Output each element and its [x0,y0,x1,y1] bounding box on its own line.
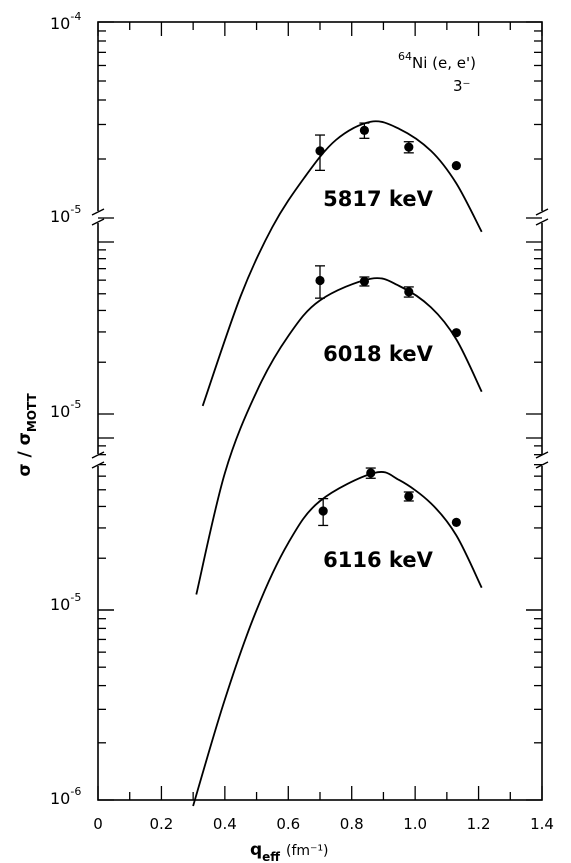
curve-label-2: 6116 keV [323,548,433,572]
chart-subtitle: 3⁻ [453,77,470,95]
data-points [315,122,461,527]
title-main-text: Ni (e, e') [412,54,476,72]
x-tick-labels: 0 0.2 0.4 0.6 0.8 1.0 1.2 1.4 [93,815,554,833]
y-tick-base: 10 [50,14,70,33]
data-point [359,125,369,135]
axis-break-gap [92,211,104,223]
data-point [315,275,325,286]
fit-curve-2 [192,471,483,807]
curve-label-1: 6018 keV [323,342,433,366]
data-point [451,161,461,171]
y-tick-exponent: -5 [70,398,81,411]
curve-labels: 5817 keV 6018 keV 6116 keV [323,187,433,572]
y-tick-exponent: -6 [70,785,81,798]
chart-title: 64Ni (e, e') [398,50,476,72]
data-point [359,276,369,286]
data-point [404,287,414,297]
y-tick-base: 10 [50,207,70,226]
y-axis-label-main: σ / σ [15,432,35,477]
y-axis-label: σ / σMOTT [15,393,39,477]
x-tick-label: 0.6 [276,815,300,833]
data-point [451,517,461,527]
y-tick-base: 10 [50,402,70,421]
x-tick-label: 0.2 [149,815,173,833]
axis-break-mark [535,208,549,216]
y-tick-exponent: -5 [70,591,81,604]
x-tick-label: 1.2 [467,815,491,833]
tick-marks [97,21,543,801]
data-point [366,468,376,478]
title-superscript: 64 [398,50,412,63]
axis-break-mark [91,218,105,226]
data-point [318,506,328,516]
y-tick-label: 10-4 [50,10,81,33]
axis-break-mark [535,218,549,226]
data-point [404,491,414,501]
x-axis-label-unit: (fm⁻¹) [286,843,329,859]
axis-break-gap [536,211,548,223]
y-tick-exponent: -5 [70,203,81,216]
y-tick-label: 10-5 [50,398,81,421]
fit-curves [192,120,483,807]
x-tick-label: 1.0 [403,815,427,833]
x-tick-label: 0 [93,815,103,833]
y-tick-base: 10 [50,789,70,808]
data-point [315,146,325,156]
curve-label-0: 5817 keV [323,187,433,211]
axis-break-mark [91,208,105,216]
x-axis-label-main: q [250,840,262,860]
x-tick-label: 0.4 [213,815,237,833]
y-tick-label: 10-5 [50,591,81,614]
x-tick-label: 0.8 [340,815,364,833]
y-axis-label-sub: MOTT [25,393,39,433]
x-axis-label-sub: eff [262,850,280,863]
y-tick-base: 10 [50,595,70,614]
x-tick-label: 1.4 [530,815,554,833]
x-axis-label: qeff (fm⁻¹) [250,840,329,863]
y-tick-labels: 10-410-510-510-510-6 [50,10,81,808]
y-tick-exponent: -4 [70,10,81,23]
data-point [404,142,414,152]
y-tick-label: 10-6 [50,785,81,808]
data-point [451,328,461,338]
y-tick-label: 10-5 [50,203,81,226]
fit-curve-0 [201,120,483,407]
